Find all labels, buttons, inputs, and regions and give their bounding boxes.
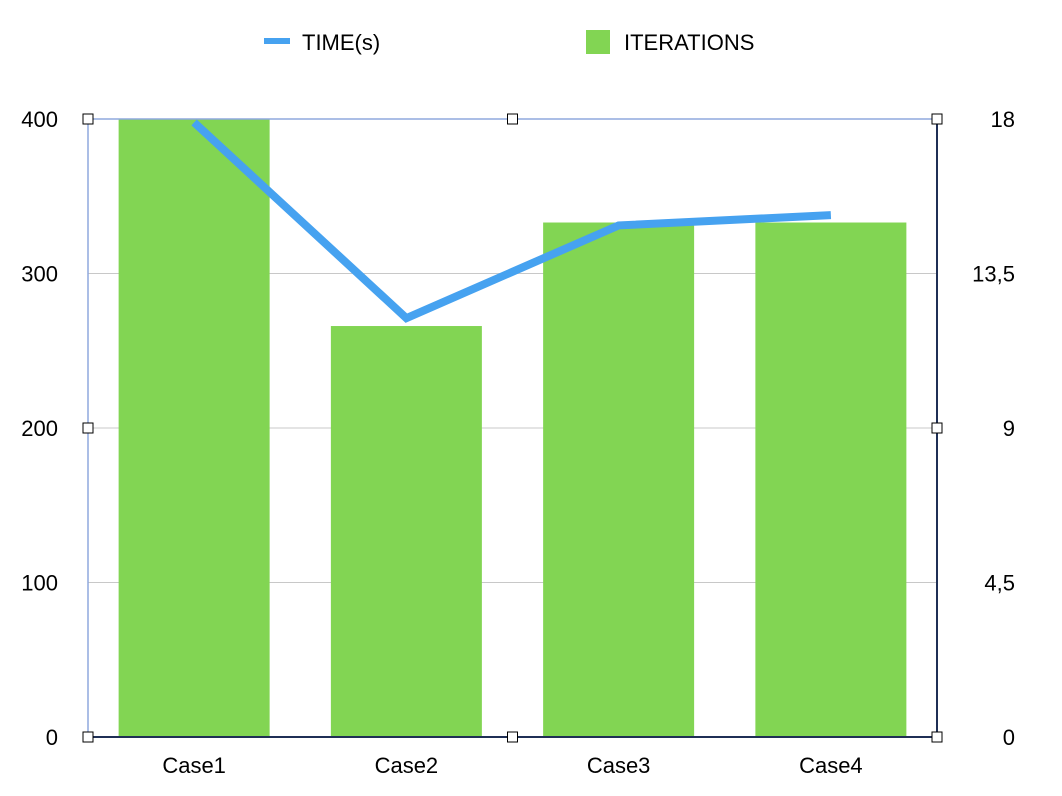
selection-handle: [507, 113, 518, 125]
right-tick-label: 4,5: [984, 571, 1015, 596]
right-tick-label: 13,5: [972, 262, 1015, 287]
left-tick-label: 0: [46, 725, 58, 750]
x-axis-ticks: Case1 Case2 Case3 Case4: [162, 753, 862, 778]
x-tick-label: Case2: [375, 753, 439, 778]
legend-label-time: TIME(s): [302, 30, 380, 55]
legend-label-iterations: ITERATIONS: [624, 30, 754, 55]
legend: TIME(s) ITERATIONS: [264, 30, 754, 55]
right-tick-label: 18: [991, 107, 1015, 132]
left-tick-label: 400: [21, 107, 58, 132]
legend-bar-swatch: [586, 30, 610, 54]
bar-series: [118, 119, 907, 737]
bar-case2: [330, 326, 482, 737]
right-tick-label: 0: [1003, 725, 1015, 750]
bar-case4: [755, 222, 907, 737]
selection-handle: [931, 731, 943, 743]
selection-handles: [82, 113, 943, 743]
selection-handle: [82, 113, 94, 125]
bar-case3: [543, 222, 695, 737]
right-axis-ticks: 0 4,5 9 13,5 18: [972, 107, 1015, 750]
line-series: [191, 119, 832, 323]
x-tick-label: Case4: [799, 753, 863, 778]
time-line: [191, 119, 832, 323]
selection-handle: [931, 113, 943, 125]
x-tick-label: Case1: [162, 753, 226, 778]
x-tick-label: Case3: [587, 753, 651, 778]
left-axis-ticks: 0 100 200 300 400: [21, 107, 58, 750]
bar-case1: [118, 119, 270, 737]
left-tick-label: 100: [21, 571, 58, 596]
selection-handle: [82, 422, 94, 434]
selection-handle: [507, 731, 518, 743]
selection-handle: [82, 731, 94, 743]
left-tick-label: 300: [21, 262, 58, 287]
left-tick-label: 200: [21, 416, 58, 441]
selection-handle: [931, 422, 943, 434]
right-tick-label: 9: [1003, 416, 1015, 441]
